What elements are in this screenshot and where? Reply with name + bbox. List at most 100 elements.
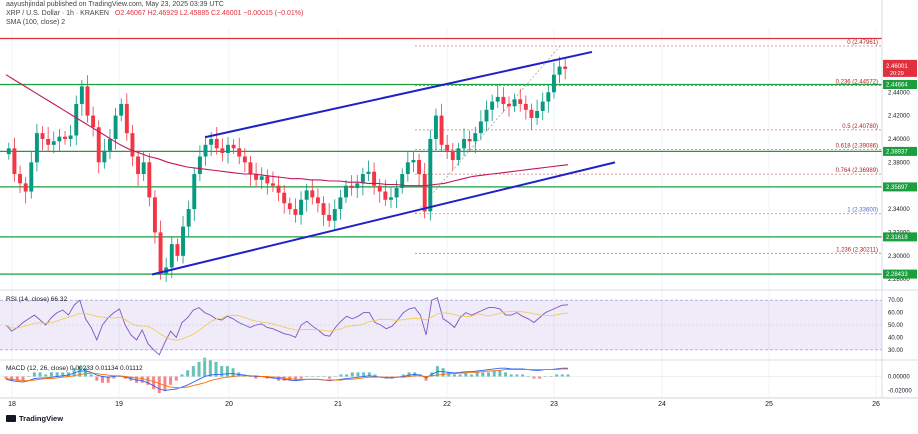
macd-histogram-bar [333,376,337,378]
level-badge-label: 2.44664 [886,82,908,88]
macd-histogram-bar [350,372,354,377]
candle-body [310,190,315,198]
candle-body [507,103,511,107]
candle-body [113,115,118,139]
macd-title: MACD (12, 26, close) 0.00233 0.01134 0.0… [6,365,143,372]
macd-histogram-bar [197,361,201,377]
macd-histogram-bar [492,370,496,377]
macd-histogram-bar [152,376,156,390]
tradingview-logo[interactable]: TradingView [6,414,63,423]
candle-body [130,133,135,157]
candle-body [563,66,568,69]
macd-histogram-bar [532,376,536,379]
candle-body [40,133,45,139]
sma-legend[interactable]: SMA (100, close) 2 [6,19,66,26]
macd-histogram-bar [515,374,519,377]
candle-body [186,209,191,227]
candle-body [270,183,275,186]
candle-body [34,133,39,163]
x-tick-label: 19 [115,401,123,408]
candle-body [136,156,141,175]
candle-body [422,174,427,212]
macd-histogram-bar [424,376,428,381]
candle-body [366,171,371,175]
candle-body [197,156,202,175]
rsi-y-tick: 70.00 [888,298,904,304]
level-badge [883,146,917,156]
macd-histogram-bar [526,376,530,378]
macd-histogram-bar [21,376,25,381]
candle-body [495,96,500,102]
macd-histogram-bar [89,374,93,377]
macd-line [5,367,568,391]
macd-histogram-bar [83,368,87,377]
x-tick-label: 21 [334,401,342,408]
macd-histogram-bar [106,376,110,383]
candle-body [141,162,146,175]
y-tick-label: 2.42000 [888,114,910,120]
candle-body [282,192,287,204]
macd-histogram-bar [305,376,309,378]
macd-histogram-bar [220,366,224,377]
x-tick-label: 18 [8,401,16,408]
candle-body [74,103,79,136]
macd-histogram-bar [38,372,42,377]
fib-label: 0.5 (2.40780) [842,124,878,130]
macd-histogram-bar [32,372,36,377]
candle-body [237,148,242,157]
macd-histogram-bar [140,376,144,383]
macd-histogram-bar [316,376,320,378]
macd-histogram-bar [487,372,491,377]
candle-body [529,109,534,118]
macd-histogram-bar [27,376,31,378]
candle-body [12,148,17,175]
countdown-label: 20:29 [890,71,904,77]
candle-body [484,109,489,122]
candle-body [445,144,450,151]
candle-body [389,197,393,200]
y-tick-label: 2.28000 [888,277,910,283]
rsi-line [5,297,569,356]
macd-histogram-bar [163,376,167,392]
candle-body [265,176,270,184]
candle-body [478,121,483,134]
brand-name: TradingView [19,414,64,423]
sma-100-line [5,74,569,187]
macd-histogram-bar [157,376,161,394]
macd-histogram-bar [146,376,150,385]
macd-histogram-bar [61,372,65,377]
macd-histogram-bar [469,374,473,377]
candle-body [355,183,360,189]
candle-body [518,99,523,104]
candle-body [79,86,84,104]
candle-body [152,197,157,233]
macd-histogram-bar [475,372,479,377]
candle-body [85,86,90,116]
candle-body [321,203,326,215]
candle-body [332,209,337,221]
macd-histogram-bar [231,368,235,377]
macd-histogram-bar [373,374,377,377]
macd-histogram-bar [248,376,252,378]
channel-lower-line [151,161,616,276]
candle-body [181,226,185,256]
y-tick-label: 2.38000 [888,160,910,166]
macd-histogram-bar [44,374,48,377]
candle-body [220,148,225,153]
candle-body [338,197,343,210]
macd-histogram-bar [214,361,218,377]
symbol-title[interactable]: XRP / U.S. Dollar · 1h · KRAKEN [6,10,109,17]
fib-label: 0.236 (2.44572) [836,80,878,86]
macd-histogram-bar [447,372,451,377]
x-tick-label: 23 [550,401,558,408]
y-tick-label: 2.44000 [888,90,910,96]
candle-body [428,138,433,212]
candle-body [473,133,478,142]
macd-histogram-bar [191,366,195,377]
fib-label: 0 (2.47961) [847,40,878,46]
candle-body [394,188,399,198]
candle-body [203,144,208,157]
candle-body [108,138,112,151]
candle-body [46,138,51,145]
